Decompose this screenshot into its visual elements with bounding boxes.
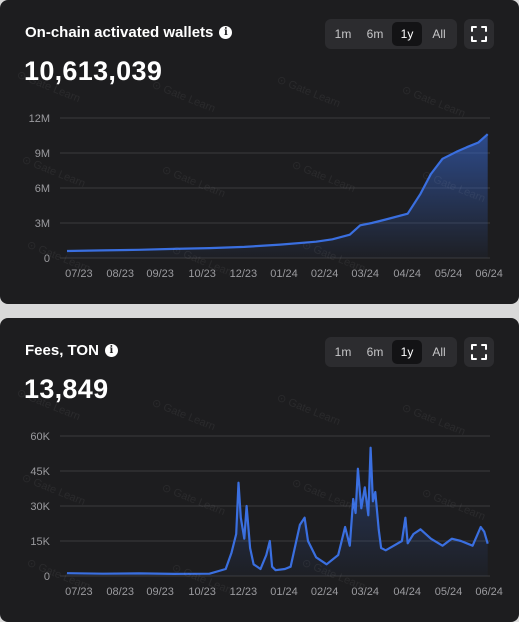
fullscreen-button[interactable] bbox=[464, 337, 494, 367]
y-tick-label: 6M bbox=[35, 183, 50, 195]
chart-title-text: Fees, TON bbox=[25, 342, 99, 359]
x-tick-label: 03/24 bbox=[351, 268, 379, 280]
x-tick-label: 10/23 bbox=[188, 586, 216, 598]
x-tick-label: 08/23 bbox=[106, 586, 134, 598]
y-tick-label: 60K bbox=[30, 431, 50, 443]
x-tick-label: 09/23 bbox=[146, 268, 174, 280]
y-tick-label: 3M bbox=[35, 218, 50, 230]
fullscreen-button[interactable] bbox=[464, 19, 494, 49]
x-tick-label: 01/24 bbox=[270, 586, 298, 598]
x-tick-label: 06/24 bbox=[475, 586, 503, 598]
series-line bbox=[66, 446, 489, 575]
x-tick-label: 04/24 bbox=[393, 586, 421, 598]
range-button-1m[interactable]: 1m bbox=[334, 345, 352, 359]
range-button-1m[interactable]: 1m bbox=[334, 27, 352, 41]
fees-chart: 0 15K 30K 45K 60K 07/23 08/23 09/23 10/23 12/23 01… bbox=[30, 431, 503, 598]
x-tick-label: 05/24 bbox=[435, 586, 463, 598]
info-icon[interactable]: i bbox=[219, 26, 233, 39]
x-tick-label: 12/23 bbox=[230, 268, 258, 280]
x-tick-label: 04/24 bbox=[393, 268, 421, 280]
x-tick-label: 06/24 bbox=[475, 268, 503, 280]
info-icon[interactable]: i bbox=[104, 344, 118, 357]
wallets-chart-card: On-chain activated wallets i 10,613,039 … bbox=[0, 0, 519, 304]
x-tick-label: 07/23 bbox=[65, 586, 93, 598]
x-tick-label: 08/23 bbox=[106, 268, 134, 280]
fullscreen-icon bbox=[471, 344, 487, 360]
x-tick-label: 03/24 bbox=[351, 586, 379, 598]
fees-chart-card: Fees, TON i 13,849 1m 6m 1y All 0 15K 30K 4… bbox=[0, 318, 519, 622]
y-tick-label: 9M bbox=[35, 148, 50, 160]
y-tick-label: 0 bbox=[44, 253, 50, 265]
range-button-6m[interactable]: 6m bbox=[366, 27, 384, 41]
chart-title: Fees, TON i bbox=[25, 342, 118, 359]
fullscreen-icon bbox=[471, 26, 487, 42]
x-tick-label: 05/24 bbox=[435, 268, 463, 280]
x-tick-label: 10/23 bbox=[188, 268, 216, 280]
series-area bbox=[67, 447, 488, 576]
headline-value: 10,613,039 bbox=[24, 56, 163, 86]
wallets-chart: 0 3M 6M 9M 12M 07/23 08/23 09/23 10/23 12/23 01/24… bbox=[29, 113, 503, 280]
chart-title: On-chain activated wallets i bbox=[25, 24, 233, 41]
headline-value: 13,849 bbox=[24, 374, 109, 404]
range-button-1y[interactable]: 1y bbox=[392, 22, 422, 46]
chart-title-text: On-chain activated wallets bbox=[25, 24, 214, 41]
x-tick-label: 02/24 bbox=[311, 586, 339, 598]
range-button-all[interactable]: All bbox=[432, 345, 446, 359]
time-range-selector: 1m 6m 1y All bbox=[325, 19, 457, 49]
range-button-all[interactable]: All bbox=[432, 27, 446, 41]
series-area bbox=[67, 134, 488, 258]
range-button-6m[interactable]: 6m bbox=[366, 345, 384, 359]
x-tick-label: 12/23 bbox=[230, 586, 258, 598]
y-tick-label: 0 bbox=[44, 571, 50, 583]
time-range-selector: 1m 6m 1y All bbox=[325, 337, 457, 367]
y-tick-label: 45K bbox=[30, 466, 50, 478]
x-tick-label: 02/24 bbox=[311, 268, 339, 280]
y-tick-label: 12M bbox=[29, 113, 50, 125]
y-tick-label: 30K bbox=[30, 501, 50, 513]
y-tick-label: 15K bbox=[30, 536, 50, 548]
series-line bbox=[66, 133, 489, 253]
x-tick-label: 09/23 bbox=[146, 586, 174, 598]
range-button-1y[interactable]: 1y bbox=[392, 340, 422, 364]
x-tick-label: 07/23 bbox=[65, 268, 93, 280]
x-tick-label: 01/24 bbox=[270, 268, 298, 280]
